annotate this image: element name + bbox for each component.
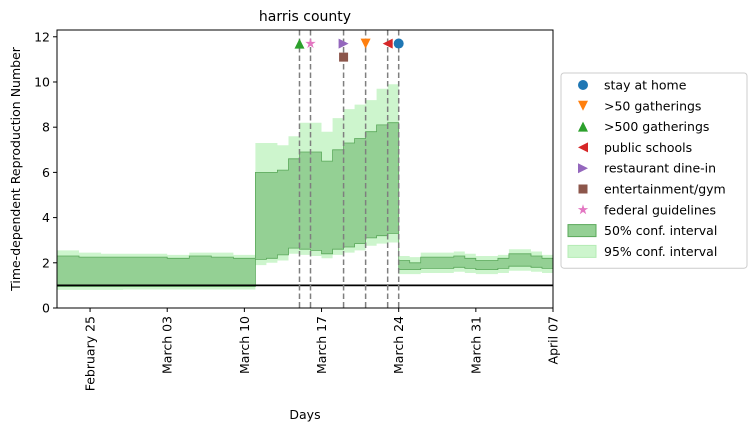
legend-marker — [578, 121, 588, 132]
legend-label: 95% conf. interval — [604, 244, 717, 259]
legend: stay at home >50 gatherings >500 gathering… — [560, 72, 748, 269]
y-tick-label: 10 — [34, 74, 50, 89]
intervention-marker — [382, 38, 393, 49]
intervention-marker — [339, 52, 349, 62]
intervention-marker — [305, 38, 316, 48]
x-tick-label: April 07 — [546, 316, 561, 364]
legend-label: >50 gatherings — [604, 98, 701, 113]
legend-marker — [578, 80, 588, 90]
y-tick-label: 2 — [42, 255, 50, 270]
legend-label: public schools — [604, 140, 692, 155]
y-tick-label: 12 — [34, 29, 50, 44]
y-tick-label: 8 — [42, 120, 50, 135]
y-tick-label: 6 — [42, 165, 50, 180]
y-tick-label: 0 — [42, 301, 50, 316]
intervention-marker — [393, 38, 404, 49]
legend-label: >500 gatherings — [604, 119, 709, 134]
plot-frame — [56, 29, 554, 309]
legend-patch — [567, 244, 597, 258]
y-axis-label: Time-dependent Reproduction Number — [8, 46, 23, 292]
y-axis: 0 2 4 6 8 10 12 — [34, 29, 57, 316]
legend-marker — [578, 184, 588, 194]
legend-label: federal guidelines — [604, 202, 716, 217]
intervention-marker — [294, 38, 305, 49]
legend-label: stay at home — [604, 78, 687, 93]
x-tick-label: March 03 — [160, 316, 175, 374]
x-tick-label: February 25 — [83, 316, 98, 391]
ci50-band-layer — [56, 122, 554, 287]
legend-label: entertainment/gym — [604, 182, 726, 197]
ci50-band — [56, 122, 554, 287]
x-tick-label: March 17 — [314, 316, 329, 374]
intervention-markers-layer — [294, 38, 404, 62]
y-tick-label: 4 — [42, 210, 50, 225]
x-tick-label: March 24 — [391, 316, 406, 374]
legend-patch — [567, 224, 597, 238]
intervention-marker — [360, 38, 371, 49]
legend-label: 50% conf. interval — [604, 223, 717, 238]
x-tick-label: March 10 — [237, 316, 252, 374]
legend-marker — [577, 204, 589, 215]
plot-area — [56, 30, 554, 308]
chart-title: harris county — [259, 9, 351, 25]
intervention-marker — [338, 38, 349, 49]
x-axis-label: Days — [289, 407, 320, 422]
x-axis: February 25 March 03 March 10 March 17 March… — [83, 308, 561, 391]
intervention-lines-layer — [298, 30, 400, 308]
legend-marker — [578, 142, 588, 153]
legend-box — [560, 72, 748, 269]
x-tick-label: March 31 — [468, 316, 483, 374]
legend-label: restaurant dine-in — [604, 161, 716, 176]
legend-marker — [578, 163, 588, 174]
legend-marker — [578, 100, 588, 111]
